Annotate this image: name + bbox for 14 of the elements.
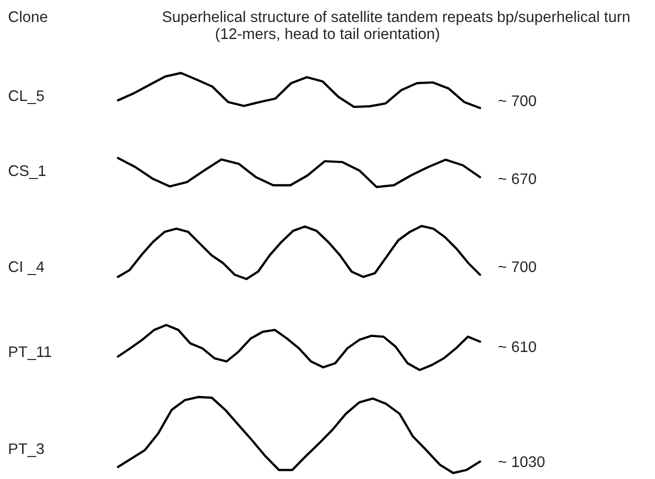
chart-title: Superhelical structure of satellite tandem repeats [162, 10, 493, 26]
text: ~ 700 [498, 95, 536, 106]
chart-subtitle: (12-mers, head to tail orientation) [216, 28, 440, 42]
y-axis-title: CS_1 [8, 165, 46, 179]
text: ~ 1030 [498, 456, 545, 468]
y-axis-title: CI _4 [8, 261, 44, 275]
y-axis-title: PT_3 [9, 443, 44, 457]
text: ~ 670 [498, 173, 536, 184]
text: ~ 610 [498, 341, 536, 352]
y-axis-title: PT_11 [9, 346, 52, 360]
y-axis-title: CL_5 [8, 90, 44, 104]
text: bp/superhelical turn [498, 10, 630, 26]
text: ~ 700 [498, 261, 536, 272]
text: Clone [8, 10, 48, 22]
